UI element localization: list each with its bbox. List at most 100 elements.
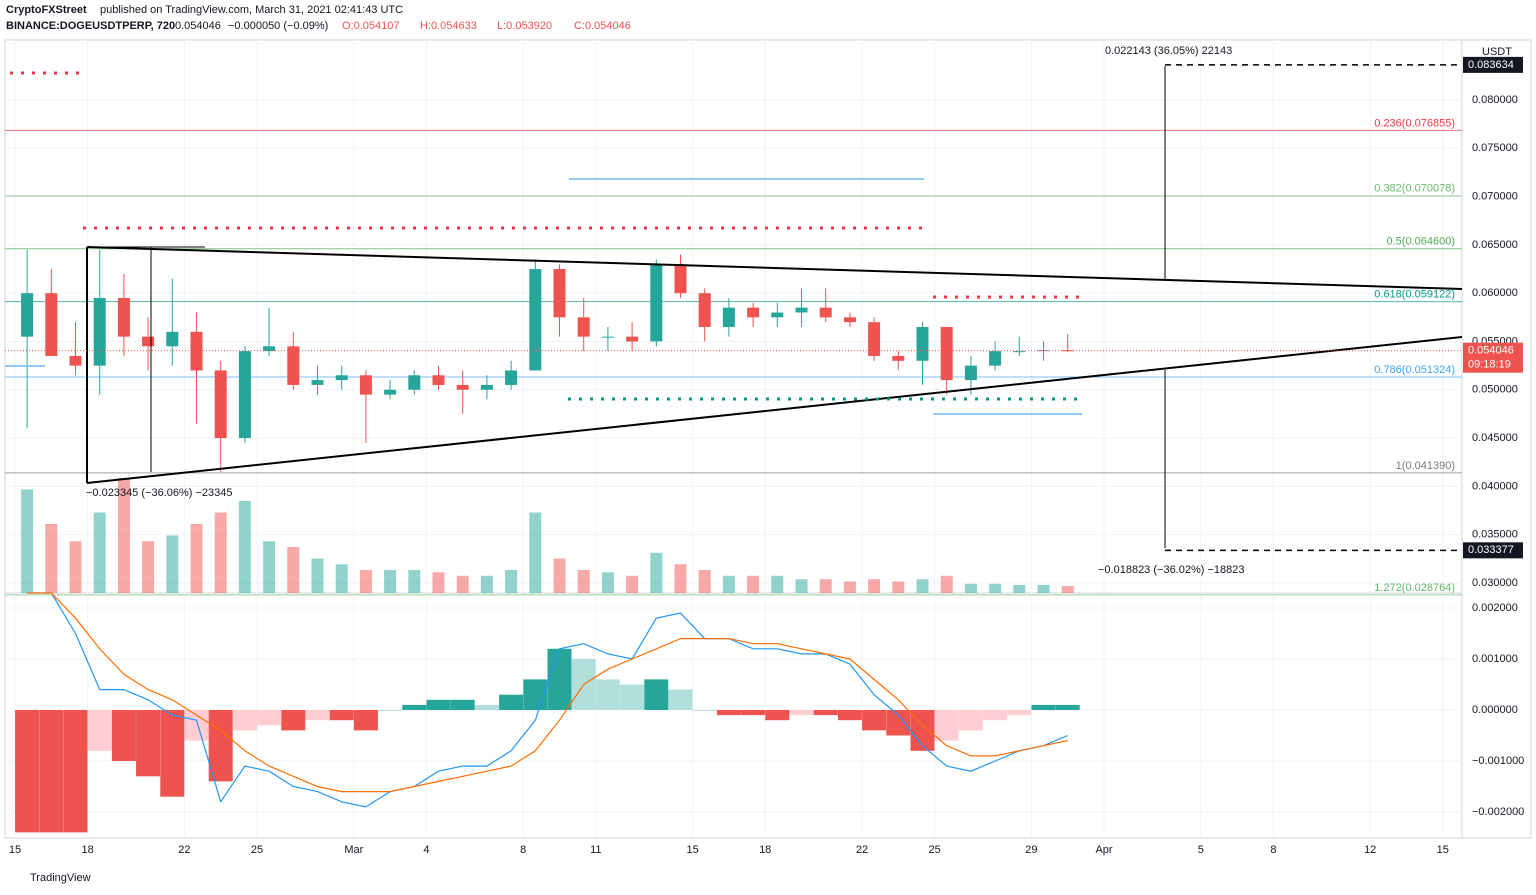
- macd-histogram: [595, 679, 620, 710]
- candle-body: [238, 351, 251, 439]
- volume-bar: [432, 572, 445, 593]
- date-label: 29: [1025, 844, 1037, 856]
- candle-body: [190, 331, 203, 371]
- date-label: 8: [1270, 844, 1276, 856]
- last-price-tag: [1463, 342, 1523, 373]
- candle-body: [142, 336, 155, 347]
- measure-label: −0.023345 (−36.06%) −23345: [86, 487, 233, 499]
- candle-body: [384, 389, 397, 395]
- symbol: BINANCE:DOGEUSDTPERP, 720: [6, 20, 175, 32]
- volume-bar: [45, 524, 58, 593]
- macd-histogram: [983, 709, 1008, 721]
- macd-histogram: [741, 709, 766, 716]
- trend-line-upper: [86, 246, 1463, 290]
- candle-body: [868, 322, 881, 356]
- price-tick-label: 0.045000: [1472, 432, 1518, 444]
- price-tick-label: 0.035000: [1472, 529, 1518, 541]
- price-tag-label: 0.033377: [1468, 544, 1514, 556]
- volume-bar: [868, 579, 881, 593]
- price-tag-label: 0.083634: [1468, 59, 1514, 71]
- macd-histogram: [692, 709, 717, 711]
- volume-bar: [553, 558, 566, 593]
- candle-body: [940, 326, 953, 381]
- volume-bar: [190, 524, 203, 593]
- footer-logo: TradingView: [30, 872, 91, 884]
- volume-bar: [142, 541, 155, 593]
- macd-histogram: [934, 709, 959, 741]
- macd-line: [27, 592, 1068, 808]
- date-label: 18: [759, 844, 771, 856]
- date-label: 15: [9, 844, 21, 856]
- publisher: CryptoFXStreet: [6, 4, 87, 16]
- volume-bar: [238, 501, 251, 593]
- macd-histogram: [63, 709, 88, 833]
- candle-body: [263, 346, 276, 352]
- date-label: 22: [178, 844, 190, 856]
- date-label: 15: [1437, 844, 1449, 856]
- candle-body: [287, 346, 300, 385]
- frame: [4, 39, 1532, 839]
- macd-histogram: [1055, 704, 1080, 710]
- candle-body: [698, 293, 711, 327]
- price-tick-label: 0.040000: [1472, 480, 1518, 492]
- volume-bar: [384, 570, 397, 593]
- macd-histogram: [39, 709, 64, 833]
- fib-label: 0.618(0.059122): [1374, 289, 1455, 301]
- high: H:0.054633: [420, 20, 477, 32]
- volume-bar: [166, 535, 179, 593]
- volume-bar: [21, 489, 34, 593]
- grid: [5, 40, 1462, 838]
- candle-body: [771, 312, 784, 318]
- macd-histogram: [862, 709, 887, 731]
- volume-bar: [456, 575, 469, 593]
- candle-body: [819, 307, 832, 318]
- volume-bar: [916, 579, 929, 593]
- close: C:0.054046: [574, 20, 631, 32]
- volume-bar: [1061, 586, 1074, 593]
- macd-histogram: [668, 689, 693, 710]
- price-tag: [1463, 542, 1523, 559]
- candle-body: [69, 355, 82, 366]
- macd-histogram: [644, 679, 669, 710]
- volume-bar: [795, 579, 808, 593]
- fib-label: 0.382(0.070078): [1374, 183, 1455, 195]
- candle-body: [553, 269, 566, 318]
- volume-bar: [311, 558, 324, 593]
- date-label: 8: [520, 844, 526, 856]
- candle-body: [117, 298, 130, 337]
- volume-bar: [1037, 584, 1050, 593]
- volume-bar: [843, 581, 856, 593]
- macd-histogram: [620, 684, 645, 710]
- candle-body: [21, 293, 34, 337]
- countdown: 09:18:19: [1468, 359, 1511, 371]
- macd-histogram: [1007, 709, 1032, 716]
- volume-bar: [892, 581, 905, 593]
- macd-tick-label: 0.001000: [1472, 653, 1518, 665]
- candle-body: [577, 317, 590, 337]
- volume-bar: [1013, 584, 1026, 593]
- volume-bar: [117, 478, 130, 593]
- candle-body: [311, 380, 324, 385]
- volume-bar: [263, 541, 276, 593]
- macd-histogram: [378, 709, 403, 711]
- macd-histogram: [1031, 704, 1056, 710]
- macd-histogram: [958, 709, 983, 731]
- macd-histogram: [208, 709, 233, 782]
- date-label: 12: [1364, 844, 1376, 856]
- price-tick-label: 0.080000: [1472, 94, 1518, 106]
- date-label: 25: [251, 844, 263, 856]
- candle-body: [359, 375, 372, 395]
- macd-histogram: [813, 709, 838, 716]
- fib-label: 0.786(0.051324): [1374, 364, 1455, 376]
- macd-histogram: [765, 709, 790, 721]
- candle-body: [989, 351, 1002, 366]
- volume-bar: [529, 512, 542, 593]
- last-price-label: 0.054046: [1468, 345, 1514, 357]
- macd-histogram: [353, 709, 378, 731]
- volume-bar: [480, 575, 493, 593]
- candle-body: [650, 264, 663, 342]
- price-tick-label: 0.075000: [1472, 142, 1518, 154]
- candle-body: [432, 375, 445, 385]
